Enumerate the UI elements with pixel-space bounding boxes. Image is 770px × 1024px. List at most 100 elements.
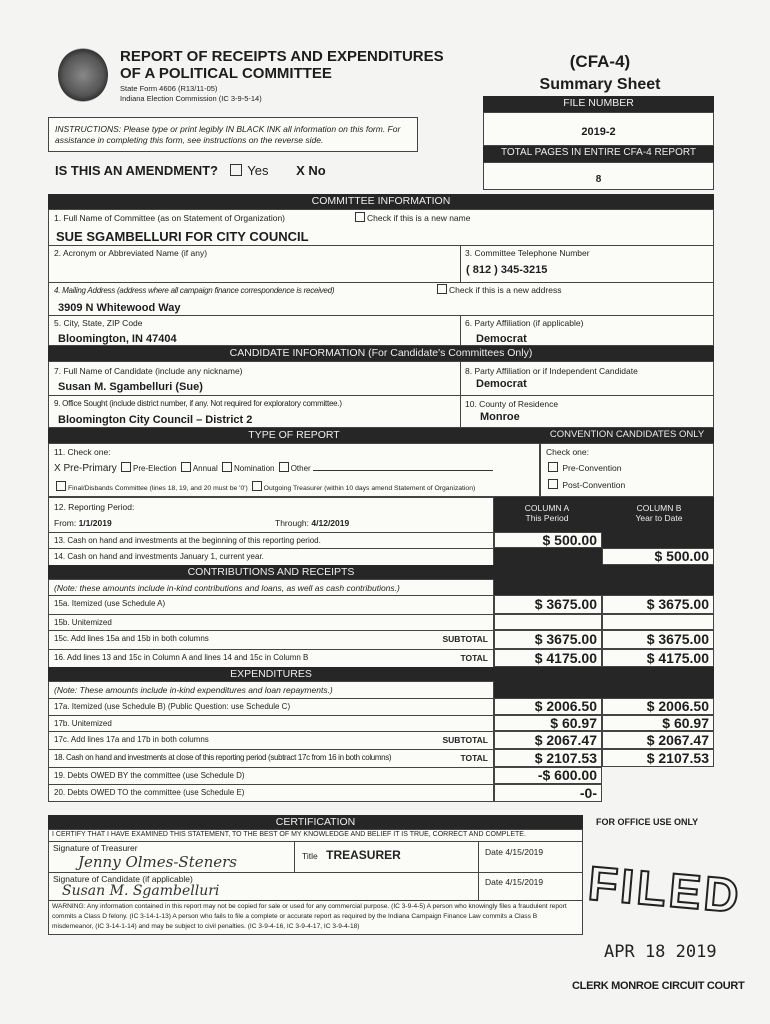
acronym-label: 2. Acronym or Abbreviated Name (if any) (54, 248, 208, 258)
pre-convention-checkbox[interactable] (548, 462, 558, 472)
candidate-signature-label: Signature of Candidate (if applicable) (53, 874, 193, 884)
committee-city: Bloomington, IN 47404 (58, 333, 177, 345)
check-one-label: 11. Check one: (54, 447, 111, 457)
nomination-label: Nomination (234, 464, 275, 473)
sheet-title: Summary Sheet (539, 76, 661, 93)
line-15c-column-a: $ 3675.00 (494, 630, 602, 649)
column-b-sub: Year to Date (635, 513, 683, 523)
city-label: 5. City, State, ZIP Code (54, 318, 143, 328)
line-13-column-a: $ 500.00 (494, 532, 602, 548)
form-number: State Form 4606 (R13/11-05) (120, 84, 218, 93)
from-label: From: (54, 518, 77, 528)
pre-election-label: Pre-Election (133, 464, 177, 473)
final-checkbox[interactable] (56, 481, 66, 491)
committee-phone: ( 812 ) 345-3215 (466, 264, 548, 276)
new-address-label: Check if this is a new address (449, 285, 562, 295)
line-15b-column-b (602, 614, 714, 630)
committee-name-label: 1. Full Name of Committee (as on Stateme… (54, 213, 286, 223)
committee-address: 3909 N Whitewood Way (58, 302, 181, 314)
pre-election-checkbox[interactable] (121, 462, 132, 472)
period-through: 4/12/2019 (311, 518, 350, 528)
treasurer-date: Date 4/15/2019 (485, 847, 544, 857)
address-label: 4. Mailing Address (address where all ca… (54, 286, 335, 295)
amendment-yes-label: Yes (247, 163, 269, 178)
office-use-label: FOR OFFICE USE ONLY (596, 817, 699, 827)
line-15a-column-b: $ 3675.00 (602, 595, 714, 614)
new-address-checkbox[interactable] (437, 284, 447, 294)
other-checkbox[interactable] (278, 462, 289, 472)
candidate-date: Date 4/15/2019 (485, 877, 544, 887)
line-20-label: 20. Debts OWED TO the committee (use Sch… (54, 788, 245, 797)
warning-text: WARNING: Any information contained in th… (52, 903, 567, 930)
certification-heading: CERTIFICATION (48, 815, 583, 829)
line-17b-column-a: $ 60.97 (494, 715, 602, 731)
office-label: 9. Office Sought (include district numbe… (54, 399, 342, 408)
line-15c-label: 15c. Add lines 15a and 15b in both colum… (54, 634, 209, 643)
line-17c-label: 17c. Add lines 17a and 17b in both colum… (54, 735, 209, 744)
line-17a-label: 17a. Itemized (use Schedule B) (Public Q… (54, 702, 291, 711)
exp-note: (Note: These amounts include in-kind exp… (54, 685, 333, 695)
amendment-yes-checkbox[interactable] (229, 164, 242, 176)
instructions: INSTRUCTIONS: Please type or print legib… (48, 117, 418, 152)
file-number-label: FILE NUMBER (483, 96, 714, 112)
committee-section (48, 209, 714, 346)
line-16-tag: TOTAL (460, 653, 488, 663)
treasurer-signature: Jenny Olmes-Steners (78, 853, 238, 871)
certify-statement: I CERTIFY THAT I HAVE EXAMINED THIS STAT… (52, 831, 526, 838)
county: Monroe (480, 411, 520, 423)
line-15c-tag: SUBTOTAL (442, 634, 489, 644)
column-a-label: COLUMN A (524, 503, 570, 513)
line-14-column-b: $ 500.00 (602, 548, 714, 565)
amendment-question: IS THIS AN AMENDMENT? (55, 163, 218, 178)
post-convention-label: Post-Convention (562, 480, 626, 490)
annual-checkbox[interactable] (180, 462, 191, 472)
candidate-party-label: 8. Party Affiliation or if Independent C… (465, 366, 638, 376)
line-15b-label: 15b. Unitemized (54, 618, 112, 627)
contrib-note: (Note: these amounts include in-kind con… (54, 583, 400, 593)
candidate-signature: Susan M. Sgambelluri (62, 883, 220, 899)
through-label: Through: (275, 518, 310, 528)
committee-name: SUE SGAMBELLURI FOR CITY COUNCIL (56, 229, 309, 244)
candidate-name-label: 7. Full Name of Candidate (include any n… (54, 366, 243, 376)
filed-date: APR 18 2019 (604, 942, 717, 962)
candidate-party: Democrat (476, 378, 527, 390)
outgoing-label: Outgoing Treasurer (within 10 days amend… (263, 485, 476, 492)
clerk-stamp: CLERK MONROE CIRCUIT COURT (572, 980, 745, 992)
filed-stamp: FILED (585, 856, 745, 924)
line-18-column-a: $ 2107.53 (494, 749, 602, 767)
committee-party: Democrat (476, 333, 527, 345)
nomination-checkbox[interactable] (222, 462, 232, 472)
party-label: 6. Party Affiliation (if applicable) (465, 318, 584, 328)
file-number: 2019-2 (483, 112, 714, 146)
line-15a-column-a: $ 3675.00 (494, 595, 602, 614)
state-seal-icon (58, 48, 108, 102)
convention-check-label: Check one: (546, 447, 589, 457)
treasurer-signature-label: Signature of Treasurer (53, 843, 138, 853)
treasurer-title: TREASURER (326, 848, 401, 862)
line-17c-column-b: $ 2067.47 (602, 731, 714, 749)
line-16-column-a: $ 4175.00 (494, 649, 602, 667)
line-18-label: 18. Cash on hand and investments at clos… (54, 753, 392, 762)
office-sought: Bloomington City Council – District 2 (58, 414, 253, 426)
contrib-heading: CONTRIBUTIONS AND RECEIPTS (48, 565, 494, 579)
outgoing-checkbox[interactable] (251, 481, 262, 491)
line-17a-column-b: $ 2006.50 (602, 698, 714, 715)
total-pages: 8 (483, 162, 714, 190)
line-18-tag: TOTAL (460, 753, 488, 763)
annual-label: Annual (192, 464, 218, 473)
title-line-2: OF A POLITICAL COMMITTEE (120, 65, 332, 82)
line-19-label: 19. Debts OWED BY the committee (use Sch… (54, 771, 245, 780)
column-b-label: COLUMN B (636, 503, 682, 513)
phone-label: 3. Committee Telephone Number (465, 248, 590, 258)
title-line-1: REPORT OF RECEIPTS AND EXPENDITURES (120, 48, 444, 65)
pre-primary-option[interactable]: X Pre-Primary (54, 463, 117, 474)
candidate-name: Susan M. Sgambelluri (Sue) (58, 381, 203, 393)
committee-heading: COMMITTEE INFORMATION (48, 194, 714, 209)
line-19-column-a: -$ 600.00 (494, 767, 602, 784)
convention-heading: CONVENTION CANDIDATES ONLY (540, 428, 714, 443)
column-a-sub: This Period (525, 513, 569, 523)
post-convention-checkbox[interactable] (548, 479, 558, 489)
form-code: (CFA-4) (569, 52, 631, 71)
new-name-checkbox[interactable] (355, 212, 365, 222)
pre-convention-label: Pre-Convention (562, 463, 622, 473)
